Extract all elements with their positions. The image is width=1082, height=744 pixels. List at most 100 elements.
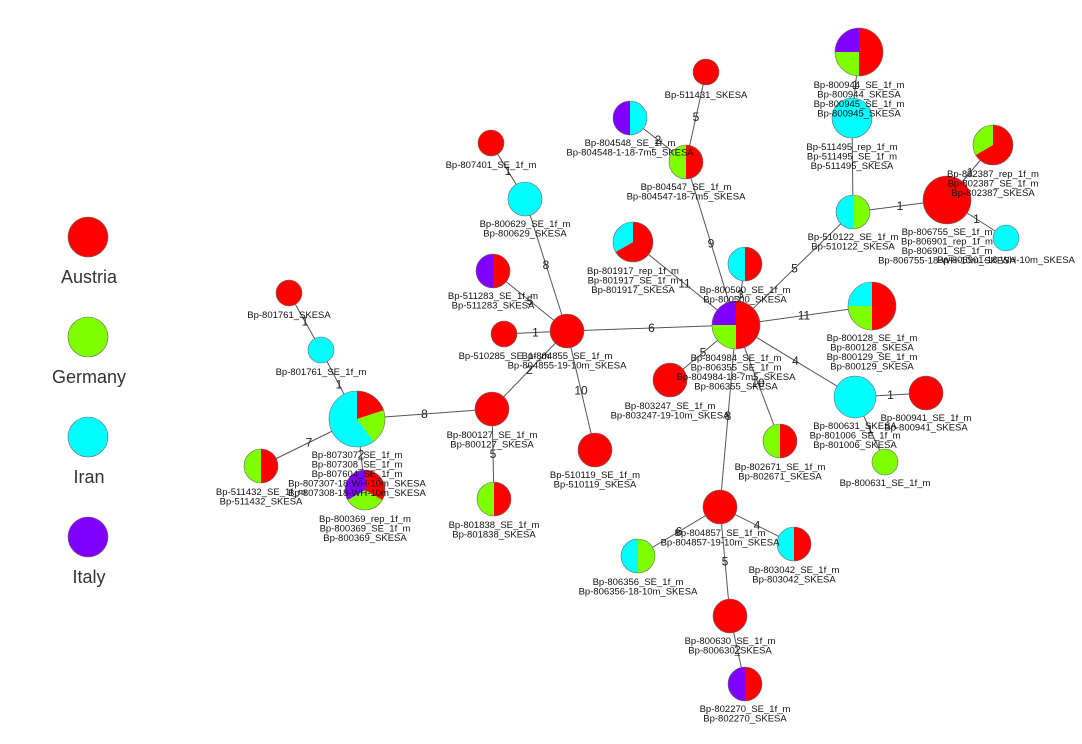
edge-distance-label: 5 bbox=[527, 294, 534, 308]
node-label: Bp-802270_SKESA bbox=[703, 714, 787, 725]
node-800941[interactable] bbox=[908, 375, 944, 411]
node-804984[interactable] bbox=[711, 300, 761, 350]
node-511431[interactable] bbox=[692, 58, 720, 86]
node-label: Bp-806901-18-WH-10m_SKESA bbox=[937, 255, 1075, 266]
node-label: Bp-511495_SE_1f_m bbox=[807, 152, 897, 163]
node-label: Bp-800127_SKESA bbox=[450, 440, 534, 451]
pie-slice bbox=[630, 101, 647, 135]
node-800127[interactable] bbox=[474, 391, 510, 427]
node-label: Bp-511495_SKESA bbox=[811, 161, 894, 172]
node-label: Bp-511495_rep_1f_m bbox=[806, 142, 897, 153]
pie-slice bbox=[713, 599, 747, 633]
node-804547[interactable] bbox=[668, 144, 704, 180]
node-800630[interactable] bbox=[712, 598, 748, 634]
node-outline bbox=[328, 390, 386, 448]
node-510119[interactable] bbox=[577, 432, 613, 468]
node-806901[interactable] bbox=[992, 224, 1020, 252]
edge-distance-label: 7 bbox=[306, 436, 313, 450]
legend-swatch-germany bbox=[67, 316, 109, 358]
node-807401[interactable] bbox=[477, 129, 505, 157]
edge-distance-label: 4 bbox=[792, 354, 799, 368]
node-label: Bp-804855_SE_1f_m bbox=[522, 351, 613, 362]
pie-slice bbox=[621, 539, 638, 573]
node-800944[interactable] bbox=[834, 27, 884, 77]
node-outline bbox=[908, 375, 944, 411]
pie-slice bbox=[745, 247, 762, 281]
node-label: Bp-800631_SKESA bbox=[813, 421, 897, 432]
node-outline bbox=[307, 336, 335, 364]
pie-slice bbox=[835, 52, 859, 76]
node-802387[interactable] bbox=[972, 124, 1014, 166]
node-802671[interactable] bbox=[762, 423, 798, 459]
edge-distance-label: 1 bbox=[967, 166, 974, 180]
node-803247[interactable] bbox=[652, 362, 688, 398]
pie-slice bbox=[244, 449, 261, 483]
node-label: Bp-800945_SE_1f_m bbox=[814, 99, 905, 110]
node-label: Bp-800944_SKESA bbox=[817, 90, 901, 101]
node-outline bbox=[776, 526, 812, 562]
node-511283[interactable] bbox=[475, 253, 511, 289]
edge-804855-804984 bbox=[566, 324, 737, 332]
node-801838[interactable] bbox=[476, 481, 512, 517]
node-804855[interactable] bbox=[549, 313, 585, 349]
node-804548[interactable] bbox=[612, 100, 648, 136]
node-label: Bp-801917_SKESA bbox=[591, 285, 675, 296]
node-800631b[interactable] bbox=[871, 448, 899, 476]
node-510122[interactable] bbox=[835, 194, 871, 230]
node-807307[interactable] bbox=[328, 390, 386, 448]
edge-distance-label: 10 bbox=[574, 384, 588, 398]
pie-slice bbox=[728, 667, 745, 701]
node-outline bbox=[474, 391, 510, 427]
node-label: Bp-807401_SE_1f_m bbox=[446, 160, 537, 171]
node-801917[interactable] bbox=[612, 221, 654, 263]
node-511432[interactable] bbox=[243, 448, 279, 484]
node-outline bbox=[871, 448, 899, 476]
node-outline bbox=[972, 124, 1014, 166]
node-outline bbox=[833, 375, 877, 419]
node-806356[interactable] bbox=[620, 538, 656, 574]
node-label: Bp-801917_SE_1f_m bbox=[588, 276, 679, 287]
nodes bbox=[243, 27, 1020, 702]
node-label: Bp-806356_SE_1f_m bbox=[593, 577, 684, 588]
node-806755[interactable] bbox=[922, 175, 972, 225]
node-label: Bp-510119_SE_1f_m bbox=[550, 470, 640, 481]
node-label: Bp-801006_SE_1f_m bbox=[810, 431, 901, 442]
pie-slice bbox=[832, 98, 872, 138]
node-510285[interactable] bbox=[490, 320, 518, 348]
pie-slice bbox=[638, 539, 655, 573]
node-label: Bp-802270_SE_1f_m bbox=[700, 704, 791, 715]
node-800128[interactable] bbox=[847, 281, 897, 331]
node-800629[interactable] bbox=[507, 181, 543, 217]
node-label: Bp-800630_SKESA bbox=[688, 646, 772, 657]
pie-slice bbox=[261, 449, 278, 483]
node-label: Bp-804548-1-18-7m5_SKESA bbox=[566, 148, 694, 159]
edge-distance-label: 2 bbox=[655, 133, 662, 147]
pie-slice bbox=[763, 424, 780, 458]
node-label: Bp-511431_SKESA bbox=[665, 90, 748, 101]
node-label: Bp-804855-19-10m_SKESA bbox=[508, 361, 627, 372]
node-outline bbox=[507, 181, 543, 217]
node-800369[interactable] bbox=[344, 469, 386, 511]
node-outline bbox=[490, 320, 518, 348]
node-801761b[interactable] bbox=[307, 336, 335, 364]
node-label: Bp-800944_SE_1f_m bbox=[814, 80, 905, 91]
node-label: Bp-510122_SKESA bbox=[811, 242, 895, 253]
node-label: Bp-511283_SE_1f_m bbox=[448, 291, 538, 302]
node-801761[interactable] bbox=[275, 279, 303, 307]
node-outline bbox=[847, 281, 897, 331]
edge-distance-label: 3 bbox=[737, 288, 744, 302]
node-label: Bp-803042_SE_1f_m bbox=[749, 565, 840, 576]
edge-800629-804855 bbox=[524, 198, 568, 332]
node-803042[interactable] bbox=[776, 526, 812, 562]
node-800500[interactable] bbox=[727, 246, 763, 282]
node-802270[interactable] bbox=[727, 666, 763, 702]
edge-distance-label: 8 bbox=[543, 258, 550, 272]
node-outline bbox=[612, 100, 648, 136]
node-511495[interactable] bbox=[831, 97, 873, 139]
edge-800127-804855 bbox=[491, 330, 568, 410]
node-800631[interactable] bbox=[833, 375, 877, 419]
edge-distance-label: 1 bbox=[852, 78, 859, 92]
node-804857[interactable] bbox=[702, 489, 738, 525]
